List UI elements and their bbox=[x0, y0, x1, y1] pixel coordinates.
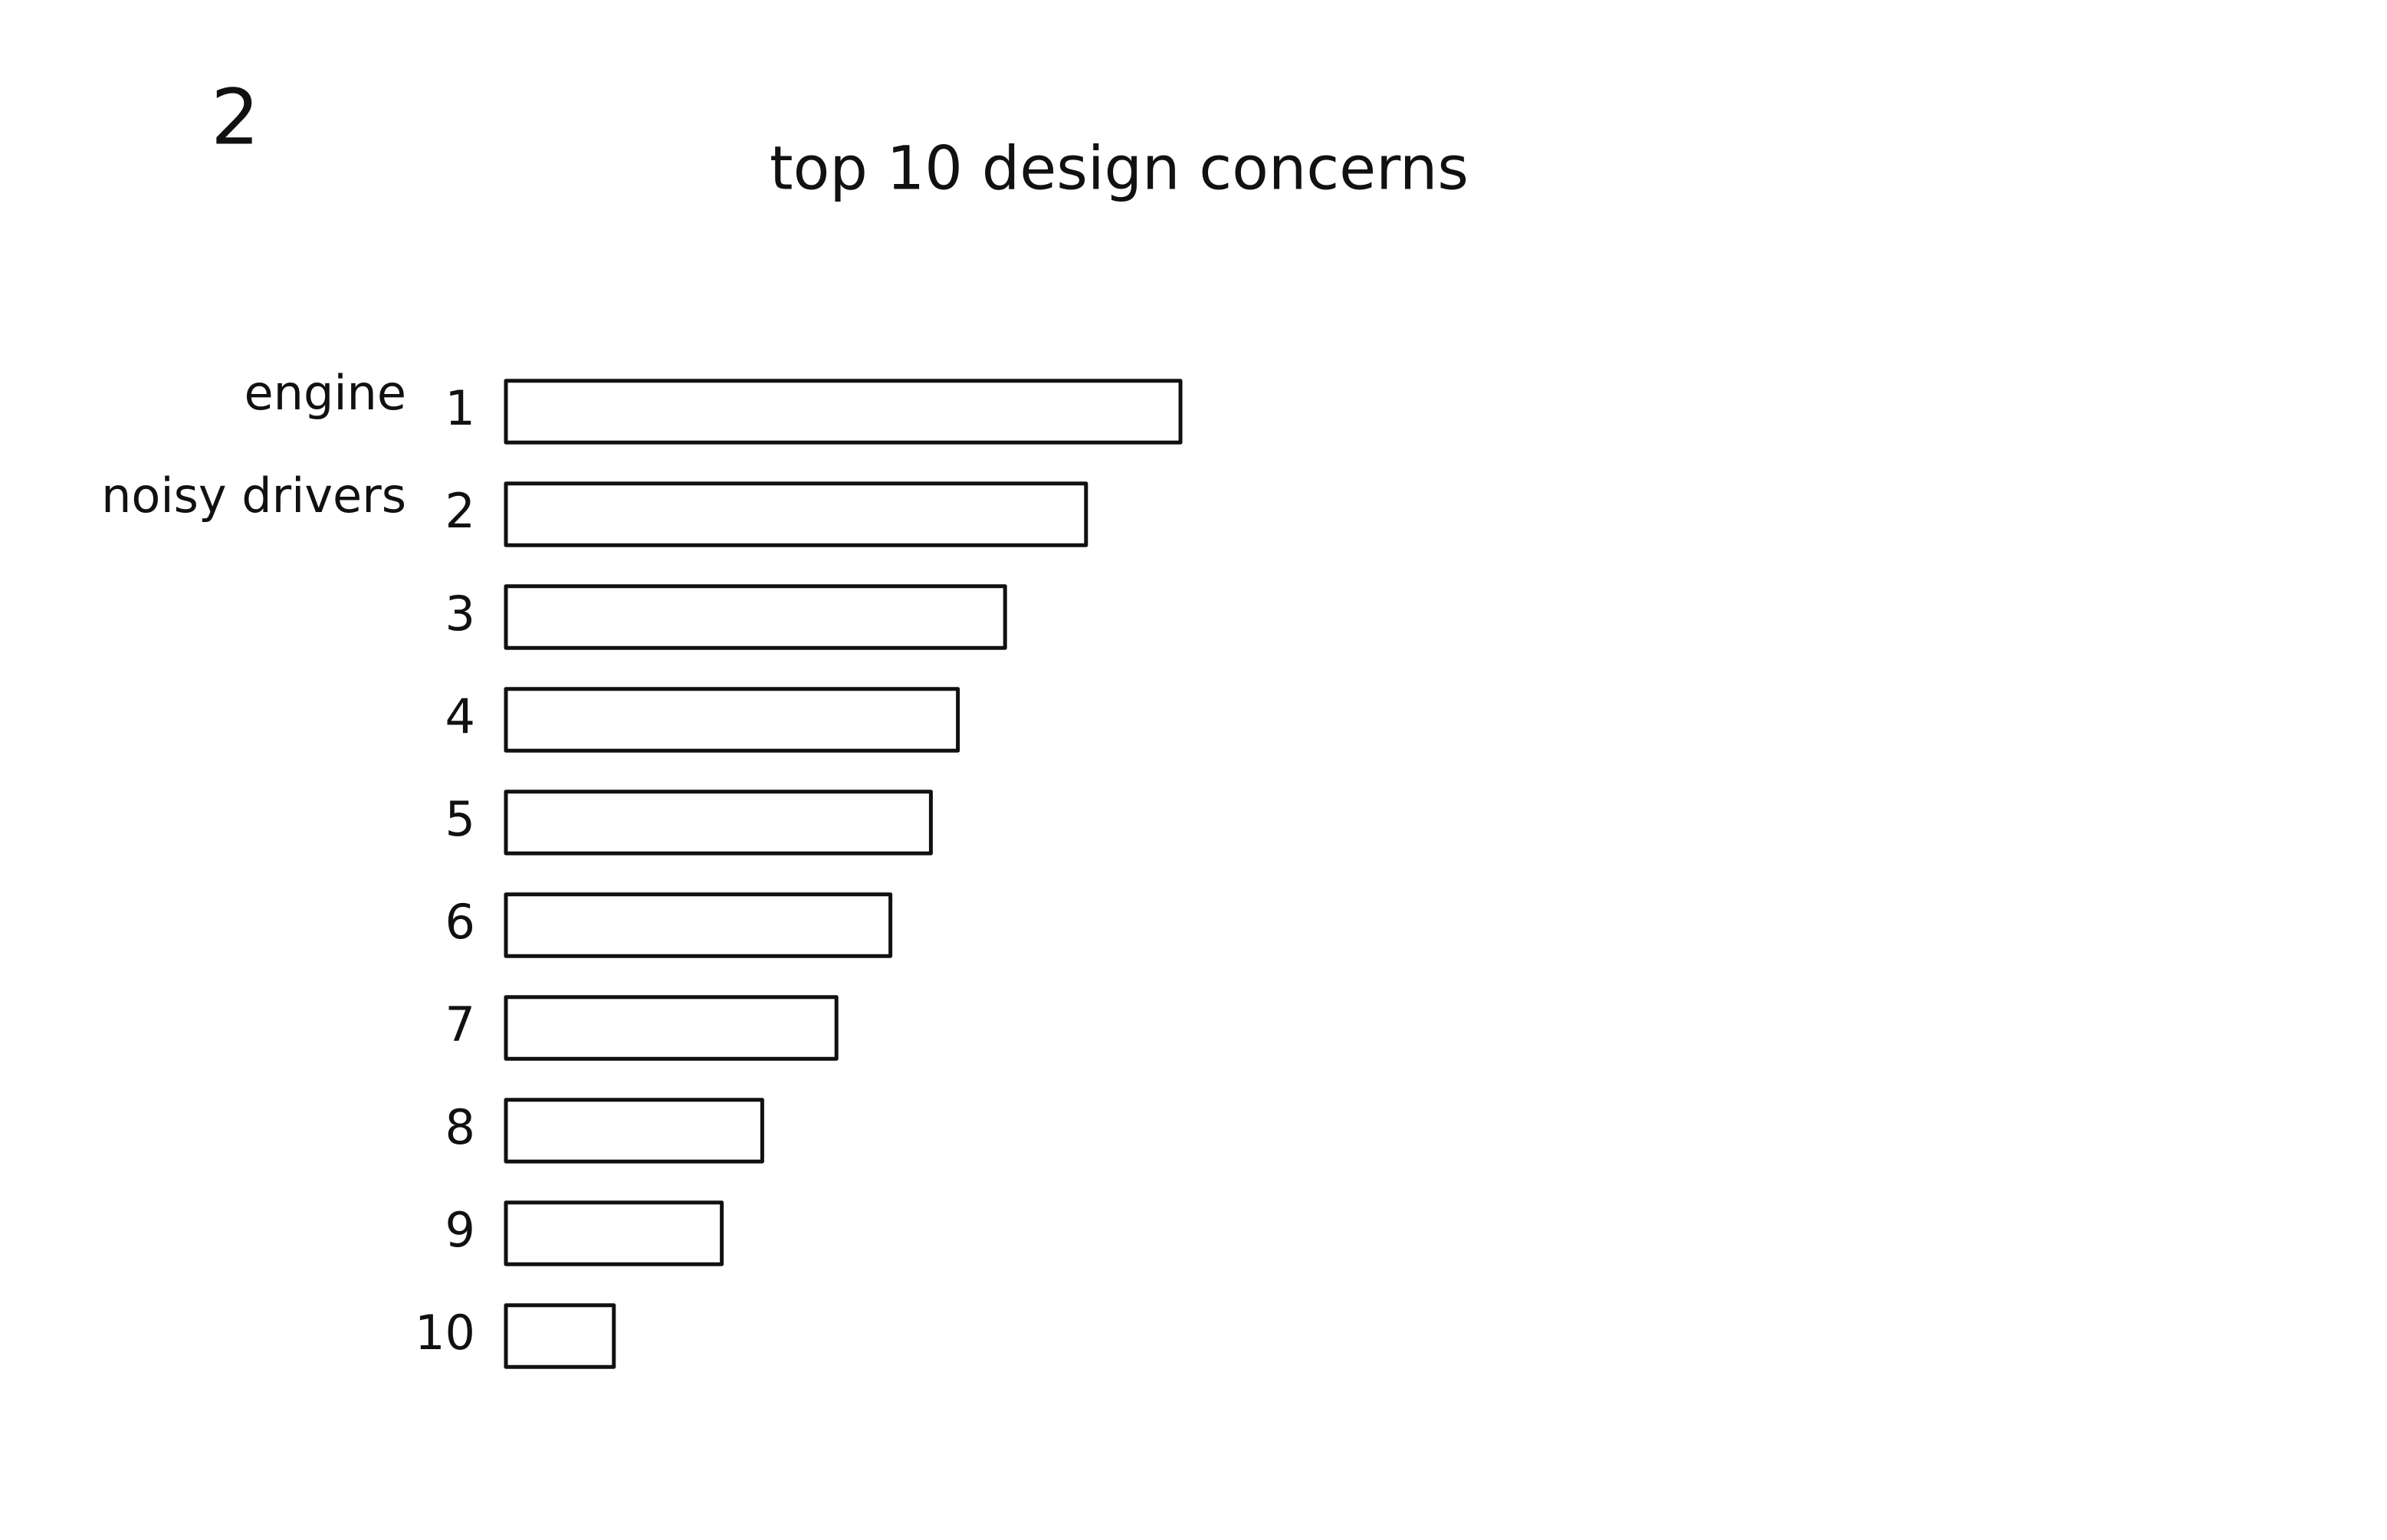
rank-label: 8 bbox=[445, 1099, 475, 1155]
bar bbox=[504, 687, 960, 753]
bar bbox=[504, 892, 893, 958]
chart-title: top 10 design concerns bbox=[770, 134, 1469, 203]
rank-label: 5 bbox=[445, 791, 475, 847]
bar bbox=[504, 790, 933, 855]
bar bbox=[504, 1303, 616, 1369]
bar bbox=[504, 379, 1183, 445]
rank-label: 3 bbox=[445, 586, 475, 642]
category-name: noisy drivers bbox=[101, 468, 406, 524]
rank-label: 10 bbox=[415, 1305, 475, 1361]
category-name: engine bbox=[245, 365, 406, 421]
rank-label: 7 bbox=[445, 997, 475, 1052]
bar bbox=[504, 1200, 724, 1266]
rank-label: 6 bbox=[445, 894, 475, 950]
rank-label: 1 bbox=[445, 380, 475, 436]
rank-label: 2 bbox=[445, 483, 475, 539]
bar bbox=[504, 584, 1007, 650]
bar bbox=[504, 481, 1088, 547]
page-number: 2 bbox=[211, 72, 260, 162]
bar bbox=[504, 995, 839, 1061]
rank-label: 9 bbox=[445, 1202, 475, 1258]
bar bbox=[504, 1098, 764, 1164]
rank-label: 4 bbox=[445, 688, 475, 744]
